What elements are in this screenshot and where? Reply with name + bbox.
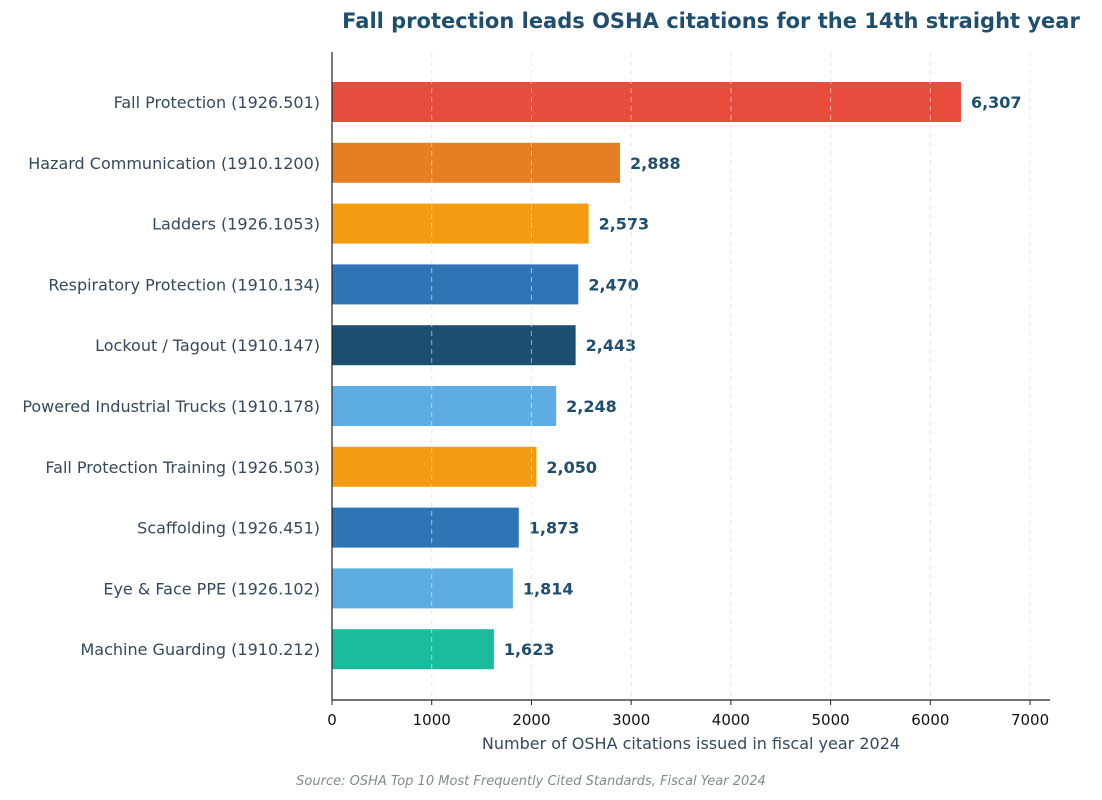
bar (332, 507, 519, 548)
x-tick-label: 4000 (712, 711, 750, 729)
category-label: Powered Industrial Trucks (1910.178) (22, 397, 320, 416)
value-label: 2,888 (630, 154, 681, 173)
category-label: Eye & Face PPE (1926.102) (103, 579, 320, 598)
source-note: Source: OSHA Top 10 Most Frequently Cite… (296, 774, 766, 789)
bar (332, 568, 513, 609)
bar (332, 629, 494, 670)
bar (332, 325, 576, 366)
value-label: 2,573 (599, 215, 650, 234)
bar (332, 82, 961, 122)
value-label: 1,623 (504, 640, 555, 659)
value-label: 1,873 (529, 519, 580, 538)
bar (332, 264, 579, 305)
category-label: Machine Guarding (1910.212) (80, 640, 320, 659)
category-label: Fall Protection (1926.501) (114, 93, 320, 112)
x-tick-label: 1000 (413, 711, 451, 729)
value-label: 2,050 (546, 458, 597, 477)
x-axis-label: Number of OSHA citations issued in fisca… (482, 734, 900, 753)
value-label: 1,814 (523, 579, 574, 598)
chart-title: Fall protection leads OSHA citations for… (342, 9, 1080, 33)
value-label: 2,443 (586, 336, 637, 355)
bar (332, 446, 537, 487)
x-tick-label: 6000 (911, 711, 949, 729)
category-label: Ladders (1926.1053) (152, 215, 320, 234)
category-label: Scaffolding (1926.451) (137, 519, 320, 538)
axes: 0 1000 2000 3000 4000 5000 6000 7000 (327, 52, 1050, 729)
category-label: Fall Protection Training (1926.503) (45, 458, 320, 477)
value-label: 2,248 (566, 397, 617, 416)
bar (332, 386, 557, 426)
category-label: Respiratory Protection (1910.134) (48, 275, 320, 294)
x-tick-label: 7000 (1011, 711, 1049, 729)
value-label: 2,470 (588, 275, 639, 294)
x-tick-label: 5000 (812, 711, 850, 729)
category-label: Hazard Communication (1910.1200) (28, 154, 320, 173)
x-tick-label: 3000 (612, 711, 650, 729)
category-label: Lockout / Tagout (1910.147) (95, 336, 320, 355)
value-label: 6,307 (971, 93, 1022, 112)
bars: Fall Protection (1926.501) 6,307 Hazard Co… (22, 52, 1031, 700)
bar (332, 142, 620, 183)
bar (332, 203, 589, 244)
x-tick-label: 2000 (512, 711, 550, 729)
x-tick-label: 0 (327, 711, 337, 729)
